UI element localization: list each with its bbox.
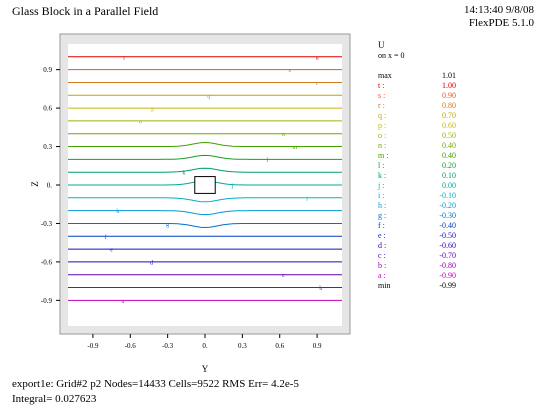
legend-entry-label: i :	[378, 191, 385, 200]
legend-entry-label: k :	[378, 171, 387, 180]
legend-entry-label: d :	[378, 241, 387, 250]
x-tick-label: 0.9	[313, 342, 322, 350]
timestamp: 14:13:40 9/8/08	[464, 4, 534, 16]
legend-entry-label: o :	[378, 131, 387, 140]
contour-line	[68, 210, 342, 216]
legend-entry-value: -0.40	[439, 221, 456, 230]
contour-label: n	[282, 132, 285, 138]
legend-entry-label: q :	[378, 111, 387, 120]
footer-integral: Integral= 0.027623	[12, 393, 97, 405]
contour-label: r	[316, 81, 318, 87]
contour-line	[68, 197, 342, 203]
legend-entry-value: 0.90	[442, 91, 456, 100]
contour-label: k	[182, 171, 185, 177]
contour-label: s	[289, 68, 292, 74]
legend-entry-value: 1.00	[442, 81, 456, 90]
legend-entry-label: n :	[378, 141, 387, 150]
contour-label: i	[306, 196, 308, 202]
legend-entry-label: s :	[378, 91, 386, 100]
contour-line	[68, 223, 342, 229]
x-tick-label: 0.6	[275, 342, 284, 350]
legend-entry-value: 0.00	[442, 181, 456, 190]
page-title: Glass Block in a Parallel Field	[12, 4, 159, 18]
contour-label: d	[150, 260, 153, 266]
contour-label: f	[104, 234, 106, 241]
contour-label: l	[266, 158, 268, 164]
y-tick-label: 0.3	[43, 143, 52, 151]
legend-entry-value: -0.50	[439, 231, 456, 240]
contour-label: o	[139, 119, 142, 125]
legend-max-value: 1.01	[442, 71, 456, 80]
legend-entry-label: a :	[378, 271, 386, 280]
contour-label: t	[123, 55, 125, 61]
footer-stats: export1e: Grid#2 p2 Nodes=14433 Cells=95…	[12, 378, 299, 390]
y-tick-label: 0.	[47, 182, 53, 190]
contour-label: a	[121, 299, 124, 305]
legend-entry-label: j :	[378, 181, 385, 190]
legend-entry-value: -0.20	[439, 201, 456, 210]
legend-min-value: -0.99	[439, 281, 456, 290]
x-tick-label: -0.9	[87, 342, 99, 350]
legend-entry-value: 0.50	[442, 131, 456, 140]
legend-entry-value: 0.60	[442, 121, 456, 130]
legend-entry-label: b :	[378, 261, 387, 270]
legend-entry-label: p :	[378, 121, 387, 130]
y-tick-label: 0.6	[43, 105, 52, 113]
glass-block	[194, 176, 216, 194]
contour-label: p	[151, 107, 154, 113]
contour-label: q	[207, 94, 210, 100]
contour-label: m	[292, 145, 297, 151]
legend-entry-value: -0.30	[439, 211, 456, 220]
legend-min-label: min	[378, 281, 391, 290]
y-tick-label: -0.3	[41, 220, 53, 228]
legend-title: U	[378, 40, 385, 50]
legend-entry-value: -0.70	[439, 251, 456, 260]
legend-entry-label: h :	[378, 201, 387, 210]
legend-entry-value: 0.80	[442, 101, 456, 110]
legend-entry-label: l :	[378, 161, 385, 170]
x-tick-label: 0.	[202, 342, 208, 350]
legend-entry-value: -0.60	[439, 241, 456, 250]
x-tick-label: -0.3	[162, 342, 174, 350]
legend-entry-value: 0.70	[442, 111, 456, 120]
y-tick-label: 0.9	[43, 66, 52, 74]
legend-max-label: max	[378, 71, 392, 80]
legend-entry-label: f :	[378, 221, 385, 230]
legend-entry-label: g :	[378, 211, 387, 220]
legend-entry-label: e :	[378, 231, 386, 240]
contour-label: u	[316, 55, 319, 61]
legend-entry-label: r :	[378, 101, 385, 110]
legend-entry-value: -0.10	[439, 191, 456, 200]
legend-entry-value: 0.40	[442, 151, 456, 160]
legend-subtitle: on x = 0	[378, 51, 405, 60]
legend-entry-value: 0.40	[442, 141, 456, 150]
version-label: FlexPDE 5.1.0	[468, 17, 534, 29]
legend-entry-value: 0.10	[442, 171, 456, 180]
contour-label: j	[231, 184, 234, 190]
legend-entry-label: m :	[378, 151, 389, 160]
contour-label: e	[110, 248, 113, 254]
legend-entry-value: -0.90	[439, 271, 456, 280]
legend-entry-value: -0.80	[439, 261, 456, 270]
contour-label: b	[319, 286, 322, 292]
y-tick-label: -0.6	[41, 258, 53, 266]
x-tick-label: -0.6	[125, 342, 137, 350]
y-tick-label: -0.9	[41, 297, 53, 305]
x-axis-label: Y	[202, 364, 209, 374]
legend-entry-value: 0.20	[442, 161, 456, 170]
y-axis-label: Z	[30, 181, 40, 187]
contour-line	[68, 141, 342, 147]
contour-line	[68, 167, 342, 173]
legend-entry-label: c :	[378, 251, 386, 260]
contour-line	[68, 154, 342, 160]
x-tick-label: 0.3	[238, 342, 247, 350]
contour-label: h	[116, 209, 119, 215]
contour-label: c	[282, 273, 285, 279]
legend-entry-label: t :	[378, 81, 385, 90]
contour-label: g	[166, 222, 169, 228]
